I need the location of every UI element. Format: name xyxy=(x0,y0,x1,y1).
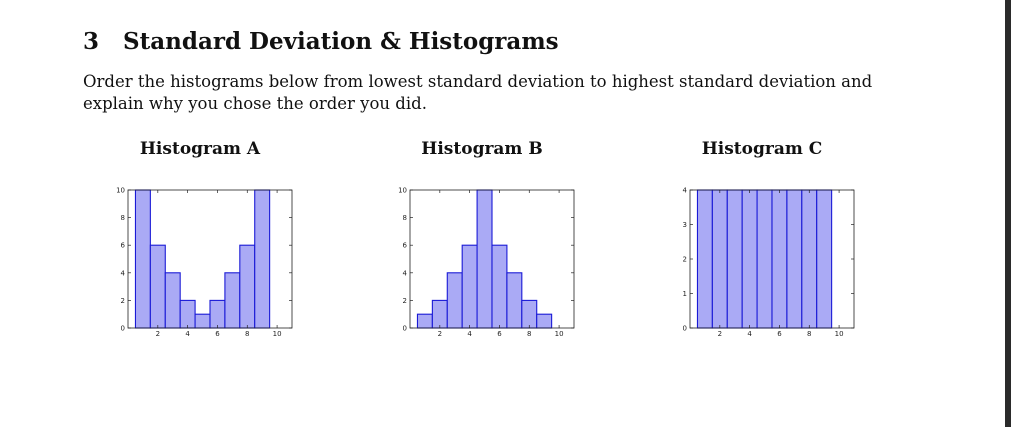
section-title: Standard Deviation & Histograms xyxy=(123,28,559,55)
histogram-bar xyxy=(461,244,478,329)
histogram-bar xyxy=(194,313,211,329)
y-tick-label: 8 xyxy=(403,214,407,222)
histogram-bar xyxy=(179,299,196,329)
histogram-bar xyxy=(239,244,256,329)
histogram-bar xyxy=(149,244,166,329)
x-tick-label: 8 xyxy=(245,330,249,338)
question-prompt: Order the histograms below from lowest s… xyxy=(83,72,873,113)
x-tick-label: 6 xyxy=(777,330,782,338)
section-number: 3 xyxy=(83,28,100,55)
section-heading: 3 Standard Deviation & Histograms xyxy=(83,28,559,55)
x-tick-label: 2 xyxy=(718,330,722,338)
histogram-b-chart: 2 4 6 8 10 0 2 4 6 8 10 xyxy=(398,187,575,338)
histogram-bar xyxy=(224,272,241,329)
x-tick-label: 8 xyxy=(807,330,811,338)
histogram-bar xyxy=(801,189,818,329)
histogram-bar xyxy=(209,299,226,329)
plot-frame xyxy=(409,189,575,329)
histogram-a-title: Histogram A xyxy=(139,139,261,159)
y-tick-label: 3 xyxy=(683,221,687,229)
x-tick-label: 2 xyxy=(438,330,442,338)
histogram-bar xyxy=(506,272,523,329)
y-tick-label: 2 xyxy=(403,297,407,305)
histogram-c-title: Histogram C xyxy=(701,139,823,159)
x-tick-label: 8 xyxy=(527,330,531,338)
histogram-bar xyxy=(254,189,271,329)
plot-frame xyxy=(127,189,293,329)
y-tick-label: 0 xyxy=(403,325,407,333)
x-tick-label: 10 xyxy=(835,330,844,338)
histogram-bar xyxy=(476,189,493,329)
page-edge-bar xyxy=(1005,0,1011,427)
histogram-bar xyxy=(416,313,433,329)
x-tick-label: 2 xyxy=(156,330,160,338)
y-tick-label: 4 xyxy=(683,187,688,195)
histogram-b-title: Histogram B xyxy=(421,139,543,159)
y-tick-label: 1 xyxy=(683,290,687,298)
histogram-bar xyxy=(771,189,788,329)
histogram-a-chart: 2 4 6 8 10 0 2 4 6 8 10 xyxy=(116,187,293,338)
y-tick-label: 10 xyxy=(398,187,407,195)
histogram-bar xyxy=(521,299,538,329)
x-tick-label: 10 xyxy=(555,330,564,338)
x-tick-label: 4 xyxy=(467,330,472,338)
y-tick-label: 2 xyxy=(121,297,125,305)
histogram-bar xyxy=(134,189,151,329)
y-tick-label: 4 xyxy=(121,269,126,277)
y-tick-label: 8 xyxy=(121,214,125,222)
histogram-bar xyxy=(816,189,833,329)
x-tick-label: 6 xyxy=(497,330,502,338)
y-tick-label: 6 xyxy=(403,242,408,250)
x-tick-label: 4 xyxy=(747,330,752,338)
histogram-bar xyxy=(711,189,728,329)
y-tick-label: 6 xyxy=(121,242,126,250)
histogram-bar xyxy=(696,189,713,329)
histogram-bar xyxy=(446,272,463,329)
x-tick-label: 6 xyxy=(215,330,220,338)
histogram-bar xyxy=(491,244,508,329)
y-tick-label: 0 xyxy=(683,325,687,333)
histogram-bar xyxy=(741,189,758,329)
y-tick-label: 0 xyxy=(121,325,125,333)
histogram-c-chart: 2 4 6 8 10 0 1 2 3 4 xyxy=(683,187,855,338)
histogram-bar xyxy=(726,189,743,329)
y-tick-label: 2 xyxy=(683,256,687,264)
x-tick-label: 4 xyxy=(185,330,190,338)
histogram-bar xyxy=(756,189,773,329)
y-tick-label: 10 xyxy=(116,187,125,195)
histogram-bar xyxy=(786,189,803,329)
x-tick-label: 10 xyxy=(273,330,282,338)
y-tick-label: 4 xyxy=(403,269,408,277)
histogram-bar xyxy=(431,299,448,329)
histogram-bar xyxy=(536,313,553,329)
histogram-bar xyxy=(164,272,181,329)
